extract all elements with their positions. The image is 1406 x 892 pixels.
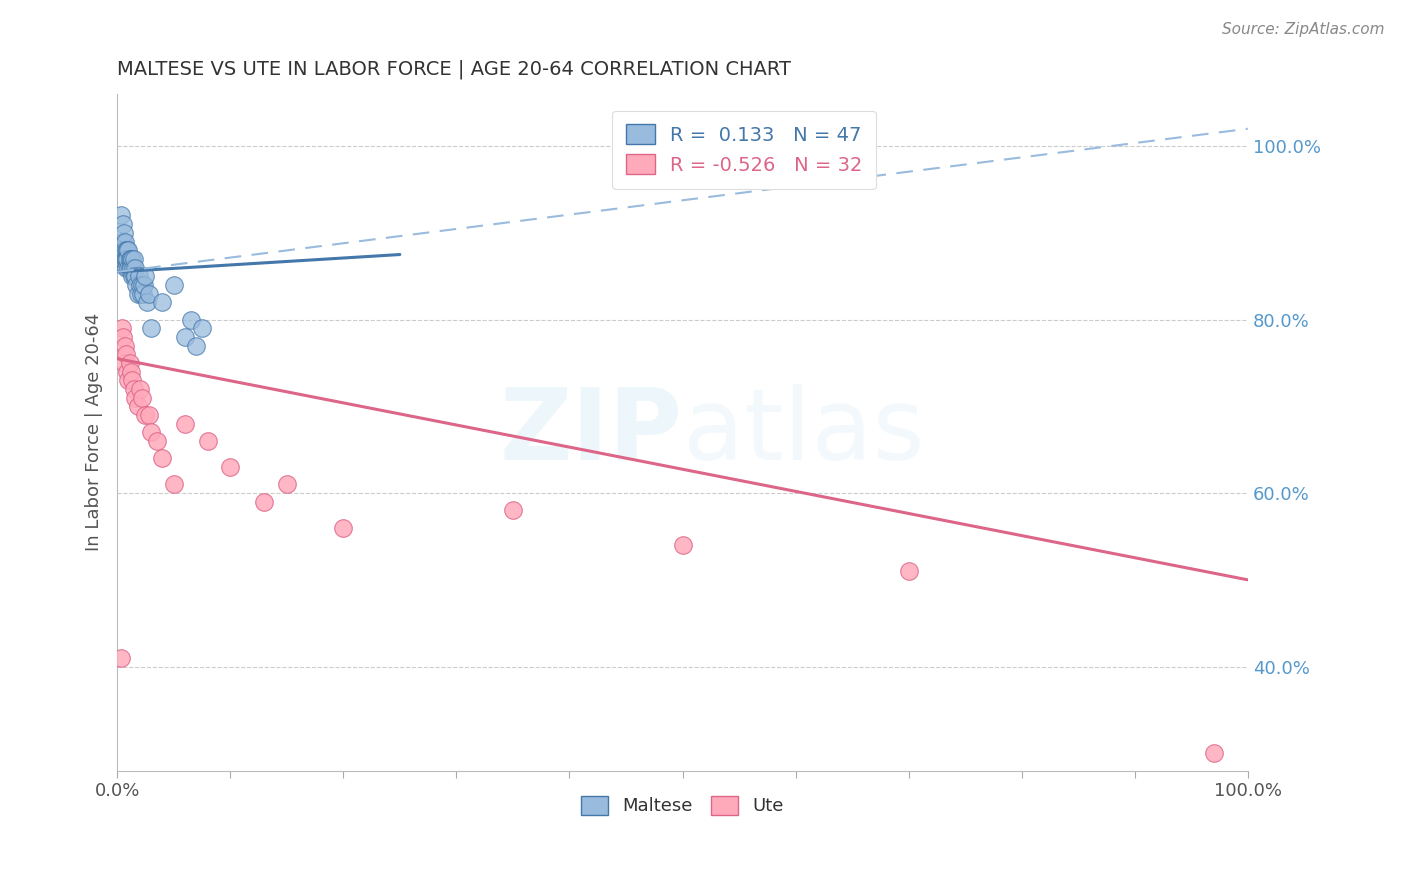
Point (138, 408, 160, 422)
Point (671, 538, 693, 552)
Point (125, 277, 148, 292)
Point (128, 277, 150, 292)
Point (111, 252, 134, 266)
Point (163, 477, 186, 491)
Point (120, 260, 142, 275)
Point (174, 417, 197, 431)
Point (115, 243, 138, 257)
Point (122, 252, 145, 266)
Point (139, 425, 162, 440)
Point (131, 391, 153, 405)
Point (120, 252, 142, 266)
Point (219, 460, 242, 475)
Point (112, 243, 135, 257)
Point (117, 243, 139, 257)
Point (180, 312, 202, 326)
Point (114, 235, 136, 249)
Point (111, 321, 134, 335)
Point (118, 260, 141, 275)
Point (502, 503, 524, 517)
Point (127, 286, 149, 301)
Point (152, 451, 174, 466)
Point (121, 252, 143, 266)
Point (111, 235, 134, 249)
Point (1202, 747, 1225, 761)
Point (117, 252, 139, 266)
Point (191, 321, 214, 335)
Point (121, 373, 143, 387)
Point (114, 338, 136, 352)
Point (110, 651, 132, 665)
Point (127, 400, 149, 414)
Point (117, 260, 139, 275)
Y-axis label: In Labor Force | Age 20-64: In Labor Force | Age 20-64 (86, 313, 103, 551)
Point (117, 243, 139, 257)
Text: ZIP: ZIP (499, 384, 682, 481)
Point (122, 269, 145, 284)
Point (131, 277, 153, 292)
Point (108, 243, 131, 257)
Point (124, 391, 146, 405)
Point (115, 347, 138, 361)
Point (121, 269, 143, 284)
Point (112, 226, 135, 240)
Point (897, 564, 920, 578)
Point (253, 495, 276, 509)
Point (120, 365, 142, 379)
Point (115, 260, 138, 275)
Point (117, 365, 139, 379)
Point (276, 477, 298, 491)
Point (128, 269, 150, 284)
Legend: Maltese, Ute: Maltese, Ute (574, 789, 792, 822)
Point (117, 373, 139, 387)
Point (152, 295, 174, 310)
Point (197, 434, 219, 448)
Point (128, 382, 150, 396)
Point (112, 356, 135, 370)
Point (138, 286, 160, 301)
Point (174, 330, 197, 344)
Point (122, 382, 145, 396)
Point (114, 252, 136, 266)
Point (124, 269, 146, 284)
Point (129, 286, 152, 301)
Point (111, 235, 134, 249)
Point (135, 295, 157, 310)
Point (163, 277, 186, 292)
Point (145, 434, 167, 448)
Point (186, 338, 208, 352)
Point (332, 521, 354, 535)
Point (134, 408, 156, 422)
Point (139, 321, 162, 335)
Point (111, 252, 134, 266)
Point (134, 269, 156, 284)
Point (134, 277, 156, 292)
Point (118, 356, 141, 370)
Text: Source: ZipAtlas.com: Source: ZipAtlas.com (1222, 22, 1385, 37)
Point (124, 260, 146, 275)
Point (118, 252, 141, 266)
Point (115, 252, 138, 266)
Point (111, 330, 134, 344)
Point (111, 217, 134, 231)
Point (132, 286, 155, 301)
Point (110, 209, 132, 223)
Text: atlas: atlas (682, 384, 924, 481)
Point (122, 260, 145, 275)
Text: MALTESE VS UTE IN LABOR FORCE | AGE 20-64 CORRELATION CHART: MALTESE VS UTE IN LABOR FORCE | AGE 20-6… (117, 60, 792, 79)
